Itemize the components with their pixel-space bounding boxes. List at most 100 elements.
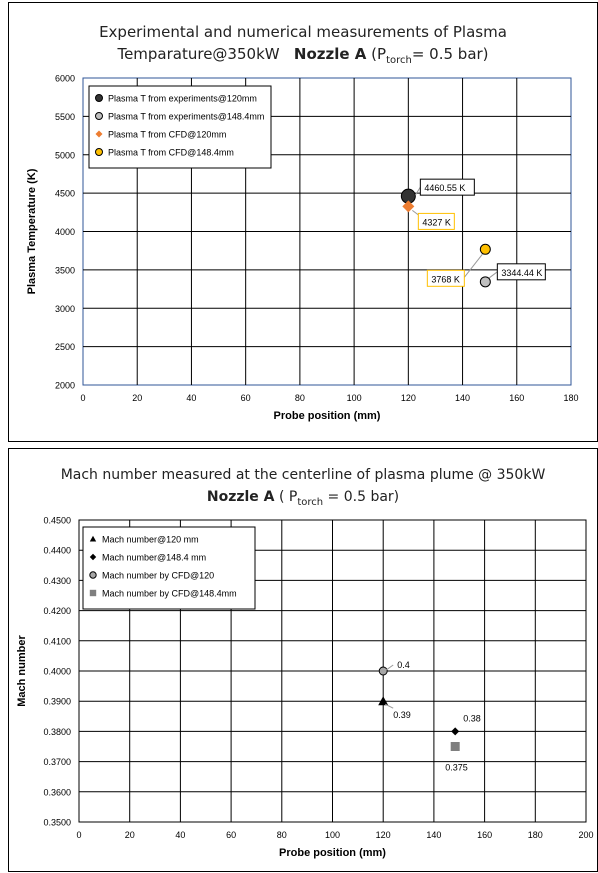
y-tick-label: 0.4000	[43, 667, 71, 677]
y-tick-label: 0.3500	[43, 818, 71, 828]
x-tick-label: 0	[80, 393, 85, 403]
mach-chart-svg: 0 20 40 60 80 100 120 140 160 180 200 0.3500 0.3600 0…	[16, 516, 594, 860]
x-tick-label: 100	[325, 830, 340, 840]
chart1-title-paren: (P	[371, 45, 387, 63]
y-tick-label: 0.4200	[43, 606, 71, 616]
legend-entry: Mach number by CFD@120	[102, 571, 214, 581]
annotation-leader	[384, 703, 394, 709]
data-point	[402, 200, 415, 213]
chart1-title-bold: Nozzle A	[293, 45, 367, 63]
legend-box	[82, 526, 256, 610]
chart2-title-sub: torch	[297, 496, 324, 508]
x-tick-label: 0	[76, 830, 81, 840]
data-label-box	[496, 263, 546, 281]
chart2-title-post: = 0.5 bar)	[323, 489, 400, 505]
legend-marker	[95, 94, 103, 102]
annotation-leader	[489, 271, 498, 279]
legend-entry: Mach number by CFD@148.4mm	[102, 589, 237, 599]
data-point	[479, 276, 491, 288]
chart2-title-text: Mach number measured at the centerline o…	[60, 467, 546, 483]
y-tick-label: 3500	[55, 265, 75, 275]
x-tick-label: 60	[241, 393, 251, 403]
legend-marker	[95, 130, 103, 138]
data-point	[479, 243, 491, 255]
x-tick-label: 80	[277, 830, 287, 840]
legend-entry: Mach number@120 mm	[102, 535, 199, 545]
data-label: 0.4	[397, 660, 410, 670]
legend-marker	[89, 553, 97, 561]
x-tick-label: 200	[578, 830, 593, 840]
x-tick-label: 40	[175, 830, 185, 840]
y-tick-label: 0.4300	[43, 576, 71, 586]
y-tick-label: 4500	[55, 189, 75, 199]
legend-marker	[95, 112, 103, 120]
y-tick-label: 4000	[55, 227, 75, 237]
x-tick-label: 120	[401, 393, 416, 403]
y-tick-label: 2000	[55, 381, 75, 391]
y-tick-label: 0.4400	[43, 546, 71, 556]
y-tick-label: 0.3700	[43, 757, 71, 767]
y-tick-label: 0.4500	[43, 516, 71, 526]
temperature-chart-svg: 0 20 40 60 80 100 120 140 160 180 2000 2500 3000 3500…	[26, 74, 579, 423]
x-tick-label: 40	[186, 393, 196, 403]
legend-marker	[89, 589, 97, 597]
x-tick-label: 160	[509, 393, 524, 403]
data-label: 4327 K	[422, 217, 451, 227]
x-tick-label: 180	[528, 830, 543, 840]
y-tick-label: 0.4100	[43, 636, 71, 646]
legend-entry: Plasma T from experiments@148.4mm	[108, 112, 264, 122]
annotation-leader	[414, 186, 421, 196]
x-tick-label: 20	[125, 830, 135, 840]
legend-entry: Plasma T from CFD@148.4mm	[108, 148, 234, 158]
y-tick-label: 0.3900	[43, 697, 71, 707]
legend-entry: Plasma T from experiments@120mm	[108, 94, 257, 104]
data-point	[378, 696, 389, 706]
data-point	[450, 742, 460, 751]
x-tick-label: 140	[426, 830, 441, 840]
annotation-leader	[463, 253, 483, 278]
chart1-title-pre: Temparature@350kW	[117, 45, 280, 63]
chart1-title-post: = 0.5 bar)	[411, 45, 489, 63]
y-tick-label: 0.3800	[43, 727, 71, 737]
chart2-title-bold: Nozzle A	[206, 489, 275, 505]
chart2-title-line2: Nozzle A ( Ptorch = 0.5 bar)	[9, 489, 597, 508]
data-label-box	[426, 269, 465, 287]
y-tick-label: 5500	[55, 112, 75, 122]
x-tick-label: 160	[477, 830, 492, 840]
legend-marker	[95, 148, 103, 156]
legend-marker	[89, 571, 97, 579]
chart2-title-paren: ( P	[278, 489, 298, 505]
x-tick-label: 60	[226, 830, 236, 840]
y-tick-label: 5000	[55, 150, 75, 160]
x-axis-label: Probe position (mm)	[274, 410, 381, 422]
legend-box	[88, 85, 272, 169]
chart1-title-text: Experimental and numerical measurements …	[99, 23, 507, 41]
data-point	[451, 727, 460, 736]
annotation-leader	[385, 664, 394, 671]
x-axis-label: Probe position (mm)	[279, 847, 386, 859]
legend-marker	[89, 535, 97, 542]
x-tick-label: 100	[347, 393, 362, 403]
data-label: 0.38	[463, 713, 481, 723]
chart1-title-line2: Temparature@350kW Nozzle A (Ptorch= 0.5 …	[9, 45, 597, 66]
data-label-box	[417, 212, 455, 230]
data-point	[378, 666, 388, 676]
data-label: 0.39	[393, 710, 411, 720]
data-label: 3344.44 K	[501, 268, 542, 278]
x-tick-label: 120	[376, 830, 391, 840]
x-tick-label: 180	[563, 393, 578, 403]
legend-entry: Plasma T from CFD@120mm	[108, 130, 226, 140]
y-axis-label: Mach number	[16, 635, 28, 707]
y-axis-label: Plasma Temperature (K)	[26, 168, 38, 294]
data-label-box	[419, 178, 475, 196]
data-label: 0.375	[445, 763, 468, 773]
mach-chart-panel: Mach number measured at the centerline o…	[8, 448, 598, 872]
y-tick-label: 6000	[55, 74, 75, 84]
chart1-title-sub: torch	[386, 55, 412, 66]
chart2-title-line1: Mach number measured at the centerline o…	[9, 467, 597, 483]
chart1-title-line1: Experimental and numerical measurements …	[9, 23, 597, 41]
x-tick-label: 20	[132, 393, 142, 403]
data-label: 3768 K	[431, 274, 460, 284]
temperature-chart-panel: Experimental and numerical measurements …	[8, 2, 598, 442]
y-tick-label: 2500	[55, 342, 75, 352]
